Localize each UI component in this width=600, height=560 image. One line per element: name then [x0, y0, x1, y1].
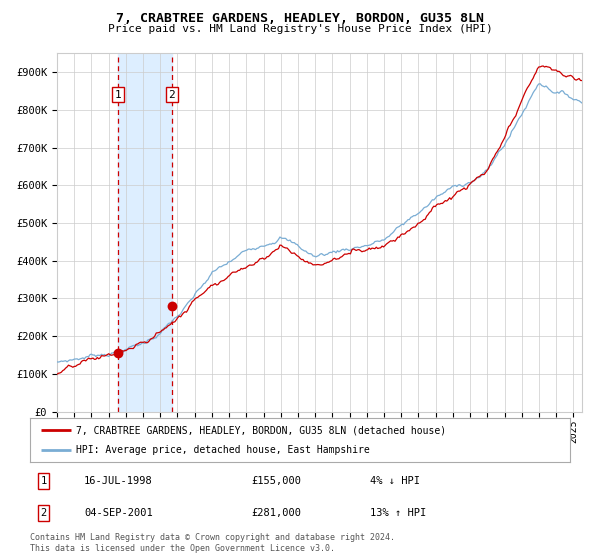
- Text: £155,000: £155,000: [251, 476, 301, 486]
- Text: Contains HM Land Registry data © Crown copyright and database right 2024.
This d: Contains HM Land Registry data © Crown c…: [30, 533, 395, 553]
- Text: 04-SEP-2001: 04-SEP-2001: [84, 508, 153, 518]
- Point: [113, 349, 123, 358]
- Text: HPI: Average price, detached house, East Hampshire: HPI: Average price, detached house, East…: [76, 445, 370, 455]
- Text: 2: 2: [40, 508, 47, 518]
- Text: 13% ↑ HPI: 13% ↑ HPI: [370, 508, 427, 518]
- Text: 1: 1: [40, 476, 47, 486]
- Text: 2: 2: [169, 90, 175, 100]
- Bar: [118, 53, 172, 412]
- Text: 7, CRABTREE GARDENS, HEADLEY, BORDON, GU35 8LN (detached house): 7, CRABTREE GARDENS, HEADLEY, BORDON, GU…: [76, 425, 446, 435]
- Text: Price paid vs. HM Land Registry's House Price Index (HPI): Price paid vs. HM Land Registry's House …: [107, 24, 493, 34]
- Text: £281,000: £281,000: [251, 508, 301, 518]
- Text: 7, CRABTREE GARDENS, HEADLEY, BORDON, GU35 8LN: 7, CRABTREE GARDENS, HEADLEY, BORDON, GU…: [116, 12, 484, 25]
- Text: 1: 1: [115, 90, 121, 100]
- Text: 16-JUL-1998: 16-JUL-1998: [84, 476, 153, 486]
- Point: [167, 301, 177, 310]
- Text: 4% ↓ HPI: 4% ↓ HPI: [370, 476, 420, 486]
